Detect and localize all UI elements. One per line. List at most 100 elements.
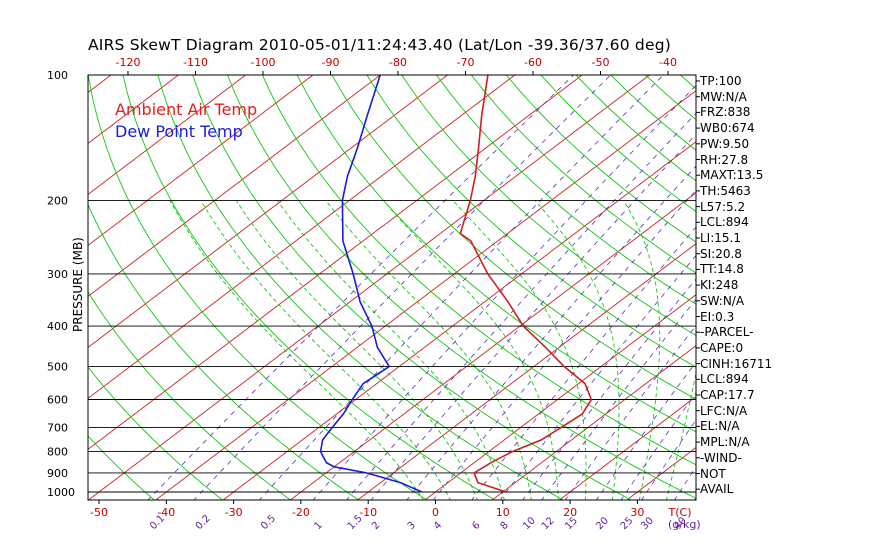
isotherm-line (222, 141, 696, 500)
pressure-tick-label: 500 (47, 360, 68, 373)
top-temp-tick-label: -110 (183, 56, 208, 69)
top-temp-tick-label: -120 (116, 56, 141, 69)
mixing-ratio-tick-label: 8 (499, 520, 511, 532)
bottom-temp-tick-label: -50 (90, 506, 108, 519)
stability-index-item: PW:9.50 (700, 136, 750, 151)
pressure-tick-label: 900 (47, 467, 68, 480)
pressure-tick-label: 800 (47, 446, 68, 459)
dry-adiabat-line (820, 75, 870, 501)
mixing-ratio-tick-label: 12 (540, 515, 557, 532)
moist-adiabat-line (383, 200, 559, 500)
moist-adiabat-line (452, 200, 587, 500)
mixing-ratio-tick-label: 10 (521, 515, 538, 532)
y-axis-label: PRESSURE (MB) (71, 237, 85, 332)
mixing-ratio-line (258, 75, 664, 500)
mixing-ratio-tick-label: 1 (313, 520, 325, 532)
dry-adiabat-line (401, 75, 696, 337)
mixing-ratio-tick-label: 0.2 (194, 513, 213, 532)
dry-adiabat-line (645, 75, 696, 121)
isotherm-line (424, 294, 696, 500)
dry-adiabat-line (471, 75, 696, 274)
stability-index-item: TP:100 (700, 74, 742, 88)
mixing-ratio-line (432, 189, 696, 500)
dry-adiabat-line (436, 75, 696, 305)
stability-index-item: L57:5.2 (700, 199, 746, 214)
bottom-temp-tick-label: -40 (157, 506, 175, 519)
dry-adiabat-line (88, 366, 224, 500)
stability-index-item: LCL:894 (700, 215, 749, 230)
top-temp-tick-label: -100 (251, 56, 276, 69)
dry-adiabat-line (261, 75, 696, 466)
isotherm-line (88, 75, 583, 450)
temp-unit-label: T(C) (668, 506, 692, 519)
moist-adiabat-line (534, 200, 620, 500)
bottom-temp-tick-label: -30 (225, 506, 243, 519)
mixing-ratio-tick-label: 4 (432, 520, 444, 532)
stability-index-item: LFC:N/A (700, 403, 748, 418)
stability-index-item: -WIND- (700, 450, 742, 465)
isotherm-line (828, 56, 870, 501)
mixing-ratio-line (193, 75, 611, 500)
dry-adiabat-line (88, 75, 428, 500)
isotherm-line (289, 192, 696, 500)
stability-index-item: FRZ:838 (700, 105, 751, 120)
dry-adiabat-line (366, 75, 696, 368)
dry-adiabat-line (505, 75, 696, 243)
bottom-temp-tick-label: 0 (432, 506, 439, 519)
mixing-ratio-line (312, 84, 696, 500)
mixing-unit-label: (g/kg) (668, 518, 701, 531)
dry-adiabat-line (192, 75, 633, 500)
dry-adiabat-line (750, 75, 870, 501)
dry-adiabat-line (88, 435, 155, 500)
pressure-tick-label: 400 (47, 320, 68, 333)
isotherm-line (0, 56, 2, 501)
grid-lines (0, 56, 870, 501)
mixing-ratio-line (595, 361, 696, 500)
stability-index-item: TT:14.8 (700, 262, 744, 277)
pressure-tick-label: 600 (47, 393, 68, 406)
isotherm-line (88, 75, 651, 500)
top-temp-tick-label: -50 (592, 56, 610, 69)
mixing-ratio-line (147, 75, 574, 500)
moist-adiabat-line (169, 200, 424, 500)
pressure-tick-label: 700 (47, 421, 68, 434)
stability-index-item: CINH:16711 (700, 356, 773, 371)
dry-adiabat-line (122, 75, 496, 500)
bottom-temp-tick-label: 30 (630, 506, 644, 519)
moist-adiabat-line (277, 200, 505, 500)
isotherm-line (558, 396, 696, 500)
isotherm-line (356, 243, 696, 500)
pressure-tick-label: 1000 (47, 486, 75, 499)
isotherm-line (88, 75, 449, 348)
moist-adiabat-line (235, 200, 478, 500)
top-temp-tick-label: -70 (457, 56, 475, 69)
top-temp-tick-label: -80 (389, 56, 407, 69)
dry-adiabat-line (331, 75, 696, 400)
stability-index-item: MPL:N/A (700, 435, 750, 450)
isotherm-line (88, 75, 314, 246)
moist-adiabat-line (200, 200, 451, 500)
mixing-ratio-line (406, 165, 696, 500)
stability-index-item: LI:15.1 (700, 231, 741, 245)
isotherm-line (154, 90, 696, 500)
isotherm-line (88, 75, 180, 145)
dry-adiabat-line (227, 75, 696, 499)
top-temp-tick-label: -60 (524, 56, 542, 69)
isotherm-line (88, 75, 247, 195)
isotherm-line (491, 345, 696, 500)
moist-adiabat-line (325, 200, 532, 500)
stability-index-item: EL:N/A (700, 419, 740, 434)
dew-point-temp-line (319, 75, 423, 493)
dry-adiabat-line (296, 75, 696, 433)
mixing-ratio-tick-label: 2 (370, 520, 382, 532)
stability-index-item: WB0:674 (700, 121, 755, 136)
plot-frame (87, 74, 697, 501)
isotherm-line (760, 56, 870, 501)
ambient-air-temp-line (459, 75, 593, 493)
dry-adiabat-line (88, 203, 360, 500)
stability-index-item: SW:N/A (700, 293, 745, 308)
isotherm-line (88, 75, 381, 297)
stability-index-item: RH:27.8 (700, 152, 749, 167)
stability-index-item: AVAIL (700, 482, 734, 497)
